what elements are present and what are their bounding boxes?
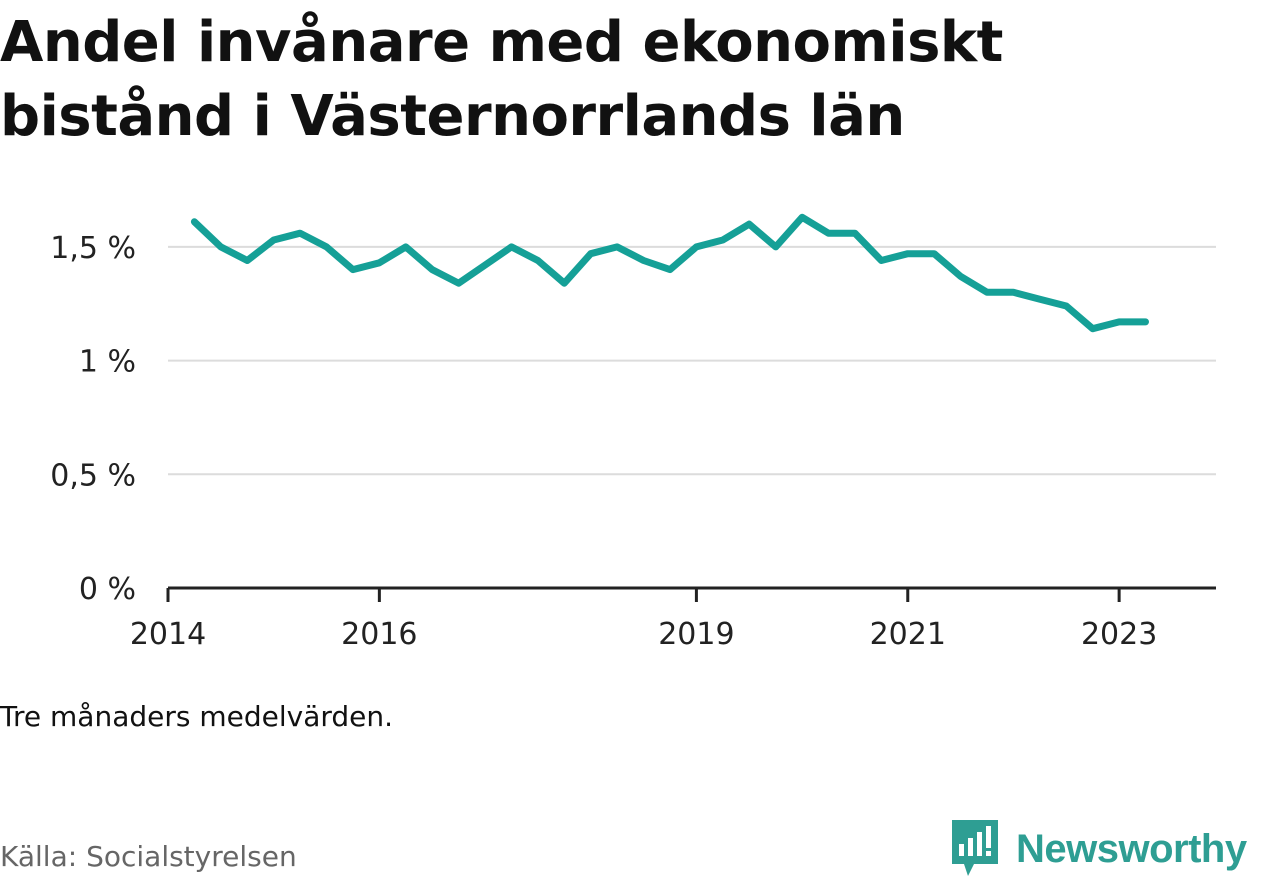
x-tick-label: 2016 <box>341 617 417 652</box>
y-tick-label: 0,5 % <box>50 458 136 493</box>
newsworthy-logo-icon <box>952 820 998 876</box>
chart-note: Tre månaders medelvärden. <box>0 700 394 733</box>
x-tick-label: 2023 <box>1081 617 1157 652</box>
gridlines <box>168 245 1216 476</box>
x-tick-label: 2019 <box>658 617 734 652</box>
brand-name: Newsworthy <box>1016 826 1247 871</box>
source-credit: Källa: Socialstyrelsen <box>0 840 297 873</box>
line-chart: 0 % 0,5 % 1 % 1,5 % 2014 2016 2019 2021 2023 <box>50 213 1216 652</box>
series-line <box>190 213 1149 333</box>
x-tick-label: 2014 <box>130 617 206 652</box>
y-tick-label: 0 % <box>79 572 136 607</box>
x-tick-label: 2021 <box>870 617 946 652</box>
x-axis-ticks: 2014 2016 2019 2021 2023 <box>130 588 1157 652</box>
y-axis-tick-labels: 0 % 0,5 % 1 % 1,5 % <box>50 231 136 607</box>
newsworthy-logo: Newsworthy <box>950 818 1247 880</box>
y-tick-label: 1 % <box>79 345 136 380</box>
chart-title: Andel invånare med ekonomiskt bistånd i … <box>0 10 1003 149</box>
y-tick-label: 1,5 % <box>50 231 136 266</box>
